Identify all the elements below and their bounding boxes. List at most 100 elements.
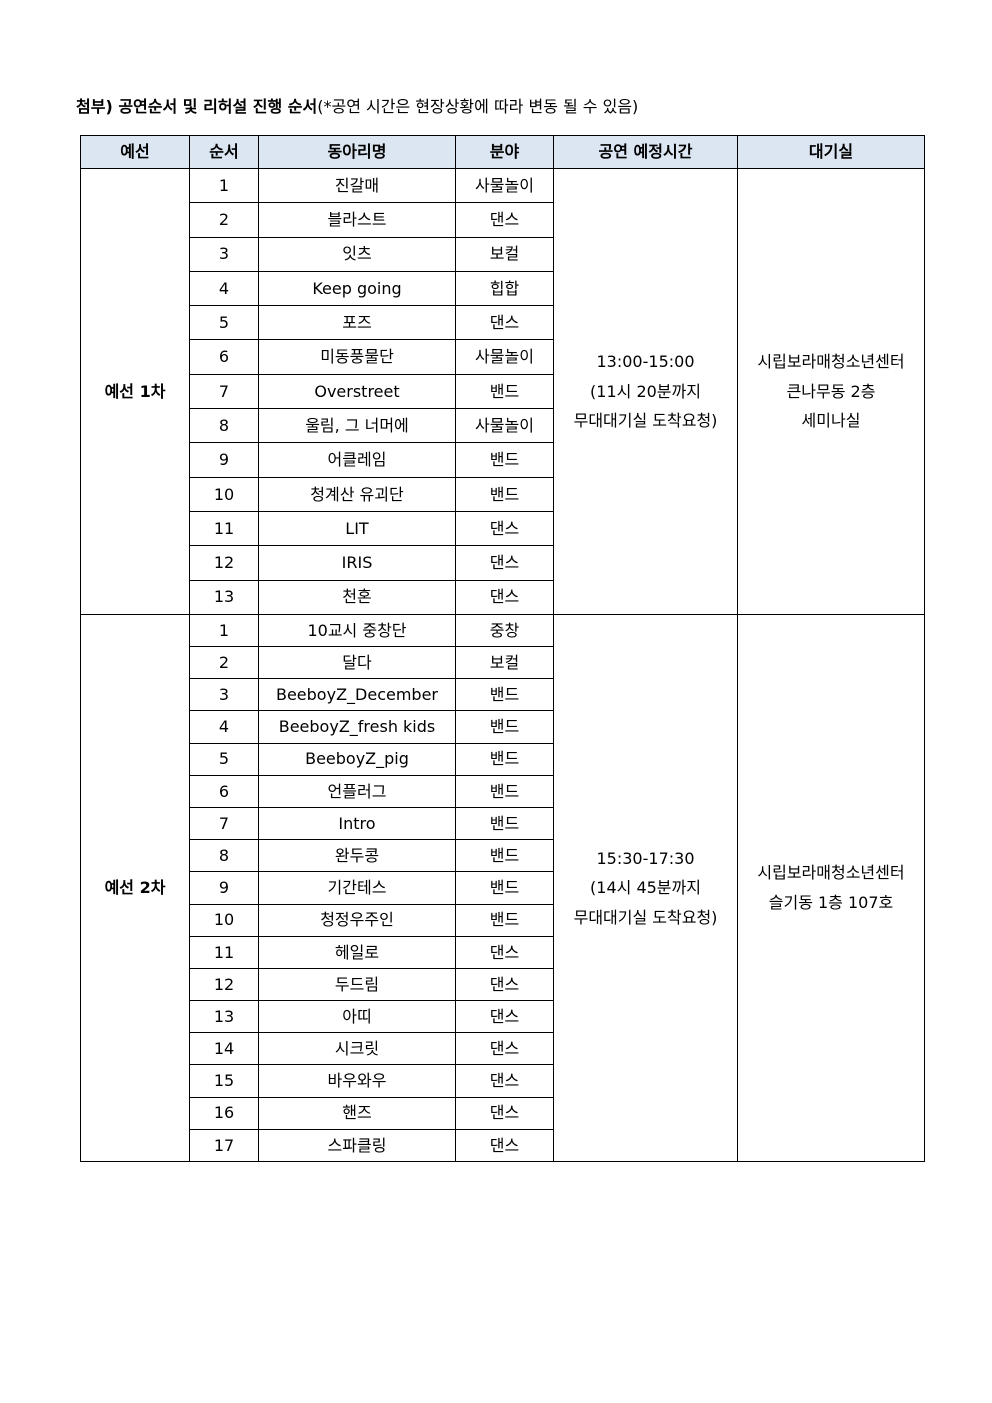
waiting-room-cell: 시립보라매청소년센터 슬기동 1층 107호 — [737, 613, 925, 1163]
order-cell: 3 — [189, 236, 259, 272]
club-name-cell: 블라스트 — [258, 202, 456, 238]
table-row: 예선 1차 1 진갈매 사물놀이 13:00-15:00 (11시 20분까지 무대대기실 … — [80, 167, 925, 615]
genre-cell: 밴드 — [455, 442, 554, 478]
order-cell: 9 — [189, 871, 259, 905]
club-name-cell: 청계산 유괴단 — [258, 476, 456, 512]
club-name-cell: 청정우주인 — [258, 903, 456, 937]
order-cell: 2 — [189, 202, 259, 238]
order-cell: 1 — [189, 613, 259, 648]
order-cell: 11 — [189, 510, 259, 547]
club-name-cell: 미동풍물단 — [258, 339, 456, 375]
genre-cell: 중창 — [455, 613, 554, 648]
club-name-cell: IRIS — [258, 545, 456, 581]
order-cell: 9 — [189, 442, 259, 478]
header-round: 예선 — [80, 135, 190, 169]
header-waiting-room: 대기실 — [737, 135, 925, 169]
table-row: 13 천혼 댄스 — [81, 579, 925, 615]
table-row: 15 바우와우 댄스 — [81, 1064, 925, 1098]
genre-cell: 밴드 — [455, 903, 554, 937]
order-cell: 4 — [189, 710, 259, 744]
order-cell: 8 — [189, 839, 259, 873]
order-cell: 5 — [189, 305, 259, 341]
order-cell: 13 — [189, 1000, 259, 1034]
order-cell: 13 — [189, 579, 259, 615]
club-name-cell: 언플러그 — [258, 774, 456, 808]
round-cell: 예선 1차 — [80, 168, 190, 615]
genre-cell: 댄스 — [455, 1000, 554, 1034]
genre-cell: 댄스 — [455, 935, 554, 969]
document-title: 첨부) 공연순서 및 리허설 진행 순서(*공연 시간은 현장상황에 따라 변동… — [76, 93, 638, 117]
order-cell: 2 — [189, 646, 259, 680]
order-cell: 6 — [189, 339, 259, 375]
genre-cell: 보컬 — [455, 646, 554, 680]
table-row: 12 두드림 댄스 — [81, 967, 925, 1002]
time-cell: 13:00-15:00 (11시 20분까지 무대대기실 도착요청) — [553, 168, 738, 615]
title-note: (*공연 시간은 현장상황에 따라 변동 될 수 있음) — [317, 97, 639, 116]
club-name-cell: 울림, 그 너머에 — [258, 408, 456, 444]
order-cell: 3 — [189, 678, 259, 712]
table-row: 9 기간테스 밴드 — [81, 871, 925, 905]
club-name-cell: 시크릿 — [258, 1032, 456, 1066]
genre-cell: 댄스 — [455, 305, 554, 341]
club-name-cell: Keep going — [258, 270, 456, 307]
time-line: (14시 45분까지 — [590, 878, 701, 898]
genre-cell: 댄스 — [455, 1096, 554, 1130]
club-name-cell: BeeboyZ_December — [258, 678, 456, 712]
genre-cell: 댄스 — [455, 967, 554, 1002]
club-name-cell: 완두콩 — [258, 839, 456, 873]
table-row: 8 울림, 그 너머에 사물놀이 — [81, 408, 925, 444]
genre-cell: 댄스 — [455, 1032, 554, 1066]
club-name-cell: 바우와우 — [258, 1064, 456, 1098]
genre-cell: 댄스 — [455, 545, 554, 581]
waiting-room-cell: 시립보라매청소년센터 큰나무동 2층 세미나실 — [737, 168, 925, 615]
order-cell: 16 — [189, 1096, 259, 1130]
header-row: 예선 순서 동아리명 분야 공연 예정시간 대기실 — [80, 135, 925, 169]
order-cell: 14 — [189, 1032, 259, 1066]
genre-cell: 사물놀이 — [455, 167, 554, 204]
order-cell: 10 — [189, 476, 259, 512]
schedule-table: 예선 순서 동아리명 분야 공연 예정시간 대기실 예선 1차 1 진갈매 사물놀이 1… — [80, 135, 925, 1163]
genre-cell: 밴드 — [455, 476, 554, 512]
order-cell: 1 — [189, 167, 259, 204]
table-row: 8 완두콩 밴드 — [81, 839, 925, 873]
header-order: 순서 — [189, 135, 259, 169]
club-name-cell: Intro — [258, 806, 456, 841]
genre-cell: 밴드 — [455, 774, 554, 808]
order-cell: 6 — [189, 774, 259, 808]
club-name-cell: 잇츠 — [258, 236, 456, 272]
time-line: 무대대기실 도착요청) — [573, 411, 718, 431]
table-row: 11 LIT 댄스 — [81, 510, 925, 547]
header-club-name: 동아리명 — [258, 135, 456, 169]
order-cell: 12 — [189, 545, 259, 581]
club-name-cell: 10교시 중창단 — [258, 613, 456, 648]
header-genre: 분야 — [455, 135, 554, 169]
table-row: 10 청정우주인 밴드 — [81, 903, 925, 937]
club-name-cell: 기간테스 — [258, 871, 456, 905]
club-name-cell: 아띠 — [258, 1000, 456, 1034]
club-name-cell: 헤일로 — [258, 935, 456, 969]
order-cell: 8 — [189, 408, 259, 444]
table-row: 2 블라스트 댄스 — [81, 202, 925, 238]
club-name-cell: BeeboyZ_fresh kids — [258, 710, 456, 744]
genre-cell: 사물놀이 — [455, 408, 554, 444]
time-cell: 15:30-17:30 (14시 45분까지 무대대기실 도착요청) — [553, 613, 738, 1163]
title-main: 첨부) 공연순서 및 리허설 진행 순서 — [76, 97, 318, 116]
table-row: 10 청계산 유괴단 밴드 — [81, 476, 925, 512]
genre-cell: 사물놀이 — [455, 339, 554, 375]
genre-cell: 밴드 — [455, 742, 554, 776]
club-name-cell: 어클레임 — [258, 442, 456, 478]
club-name-cell: BeeboyZ_pig — [258, 742, 456, 776]
time-line: 15:30-17:30 — [596, 848, 695, 868]
club-name-cell: 천혼 — [258, 579, 456, 615]
time-line: (11시 20분까지 — [590, 381, 701, 401]
genre-cell: 보컬 — [455, 236, 554, 272]
table-row: 16 핸즈 댄스 — [81, 1096, 925, 1130]
order-cell: 12 — [189, 967, 259, 1002]
club-name-cell: 포즈 — [258, 305, 456, 341]
table-row: 3 BeeboyZ_December 밴드 — [81, 678, 925, 712]
club-name-cell: 진갈매 — [258, 167, 456, 204]
genre-cell: 밴드 — [455, 839, 554, 873]
genre-cell: 밴드 — [455, 871, 554, 905]
room-line: 큰나무동 2층 — [786, 381, 876, 401]
club-name-cell: LIT — [258, 510, 456, 547]
